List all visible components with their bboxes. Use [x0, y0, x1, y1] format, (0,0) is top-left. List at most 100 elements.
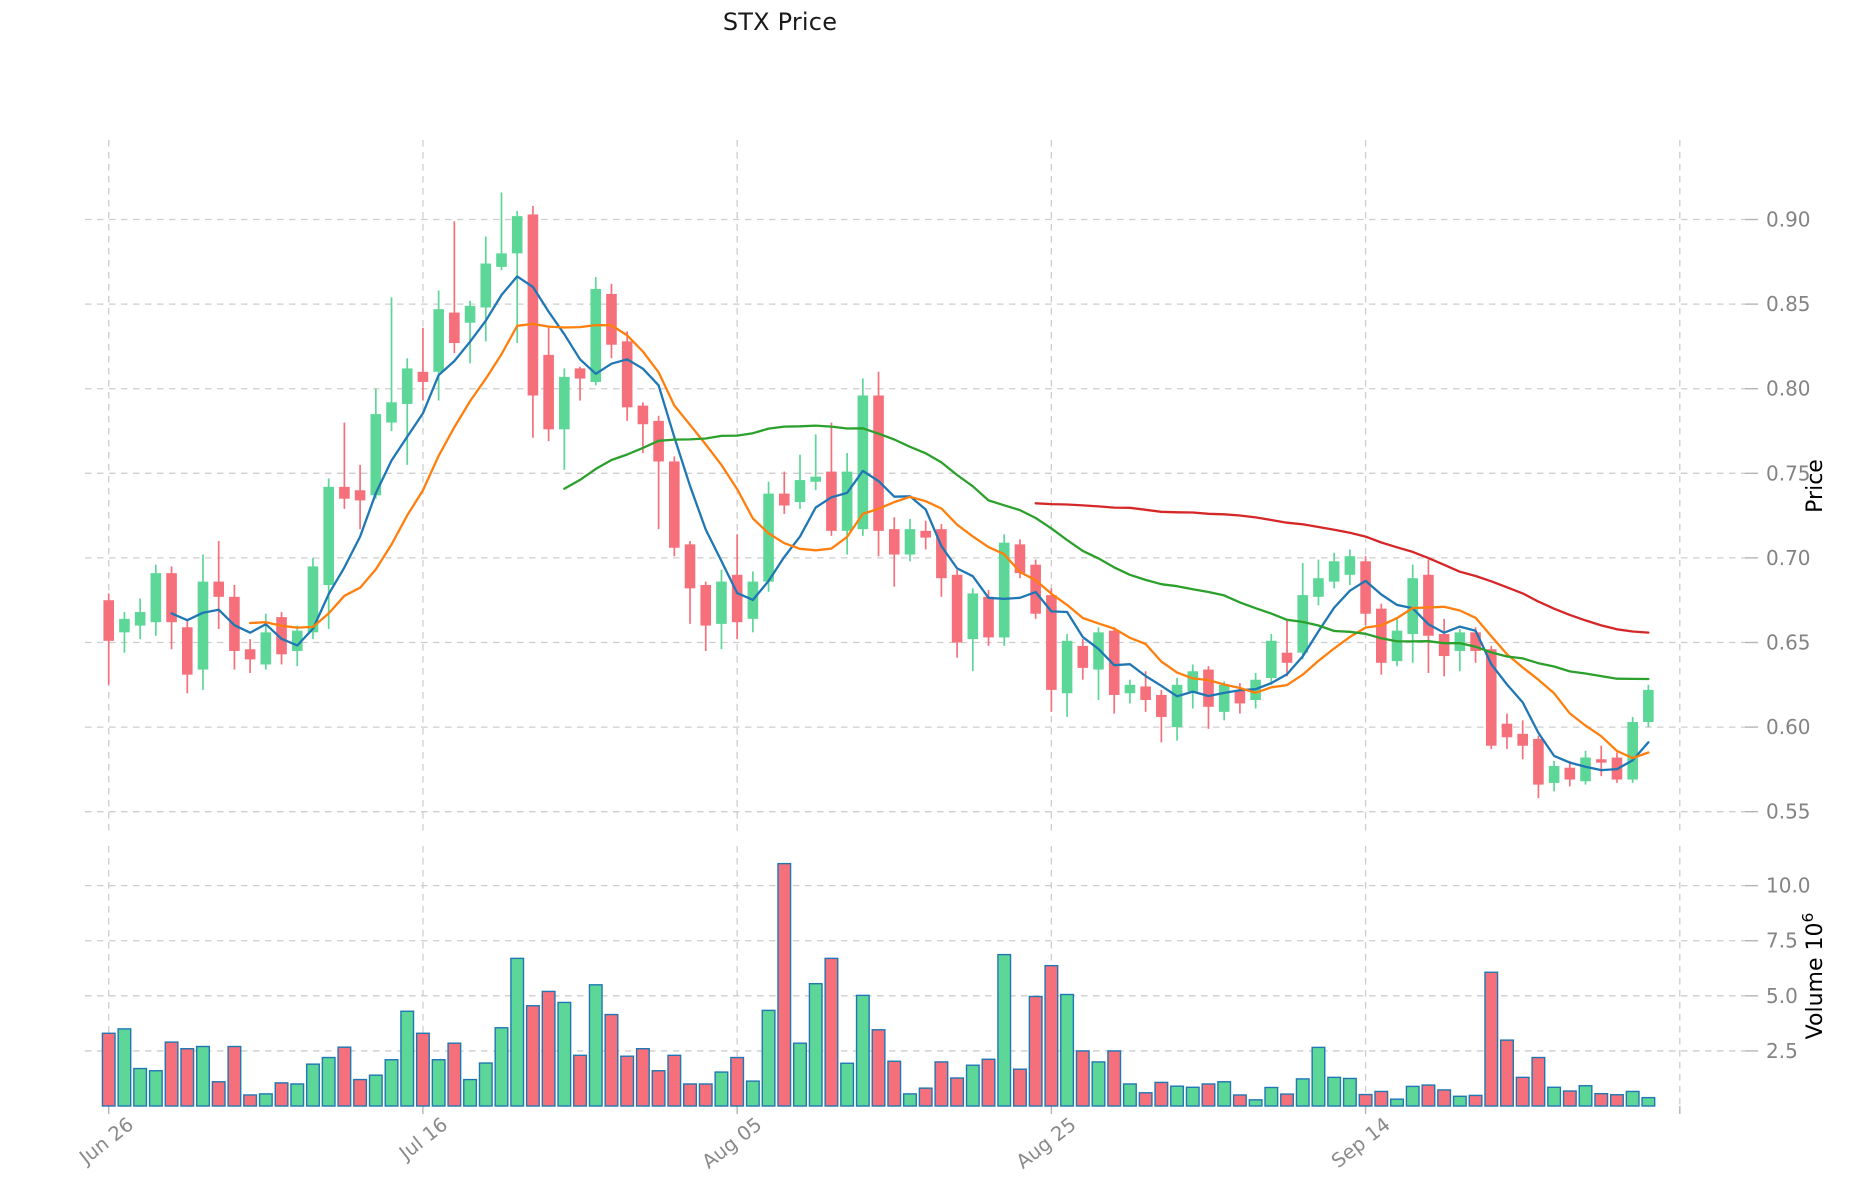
- candle-body-up: [386, 402, 397, 423]
- volume-bar: [478, 1062, 493, 1107]
- price-tick-label: 0.70: [1766, 546, 1811, 570]
- candle-body-up: [590, 288, 602, 382]
- date-tick-label: Aug 05: [698, 1113, 767, 1174]
- volume-bar: [243, 1094, 258, 1107]
- candle-body-up: [1643, 689, 1654, 723]
- candle-body-down: [1046, 595, 1057, 690]
- candle-body-up: [1407, 578, 1419, 635]
- candle-body-up: [1627, 722, 1638, 780]
- volume-bar: [1280, 1093, 1295, 1107]
- candle-body-down: [669, 461, 680, 548]
- volume-bar: [730, 1056, 745, 1107]
- candle-body-up: [559, 376, 570, 430]
- price-tick-label: 0.60: [1766, 715, 1811, 739]
- candle-body-up: [433, 309, 444, 372]
- candle-body-down: [1423, 574, 1434, 636]
- candle-body-up: [480, 263, 492, 308]
- volume-bar: [1342, 1077, 1357, 1107]
- volume-bar: [1028, 995, 1043, 1107]
- volume-bar: [808, 983, 823, 1107]
- candle-body-down: [606, 293, 617, 345]
- volume-bar: [1122, 1083, 1137, 1107]
- candle-body-up: [150, 573, 162, 623]
- volume-bar: [934, 1061, 949, 1107]
- volume-bar: [651, 1070, 666, 1107]
- candle-body-down: [1564, 767, 1576, 780]
- sma-10-line: [248, 322, 1650, 760]
- price-tick-label: 0.80: [1766, 377, 1811, 401]
- candle-body-up: [1344, 556, 1356, 575]
- volume-bar: [1468, 1094, 1483, 1107]
- volume-bar: [1091, 1061, 1106, 1107]
- candle-body-down: [1014, 544, 1026, 574]
- volume-bar: [195, 1045, 210, 1107]
- price-tick-label: 0.90: [1766, 208, 1811, 232]
- volume-bar: [683, 1083, 698, 1107]
- volume-tick-label: 10.0: [1766, 874, 1811, 898]
- volume-bar: [368, 1074, 383, 1107]
- candle-body-up: [119, 618, 130, 633]
- volume-bar: [604, 1013, 619, 1107]
- volume-bar: [761, 1009, 776, 1107]
- volume-bar: [1185, 1086, 1200, 1107]
- candle-body-up: [496, 253, 507, 267]
- candle-body-down: [637, 405, 649, 425]
- candle-body-down: [888, 529, 900, 555]
- candle-body-down: [1517, 733, 1528, 746]
- volume-bar: [1075, 1050, 1090, 1107]
- volume-bar: [1232, 1094, 1247, 1107]
- volume-bar: [1594, 1092, 1609, 1107]
- candle-body-down: [1156, 694, 1167, 717]
- volume-bar: [1107, 1050, 1122, 1107]
- volume-bar: [1264, 1086, 1279, 1107]
- candle-body-up: [197, 581, 209, 670]
- price-tick-label: 0.85: [1766, 292, 1811, 316]
- candle-body-down: [339, 486, 350, 499]
- date-tick-label: Jul 16: [393, 1113, 452, 1166]
- volume-bar: [1547, 1086, 1562, 1107]
- volume-bar: [635, 1048, 650, 1107]
- candle-body-down: [1375, 608, 1387, 663]
- candle-body-down: [936, 529, 947, 579]
- volume-tick-label: 2.5: [1766, 1039, 1798, 1063]
- date-tick-label: Aug 25: [1012, 1113, 1081, 1174]
- candle-body-up: [134, 612, 146, 626]
- volume-bar: [1295, 1078, 1310, 1107]
- sma-60-line: [1034, 502, 1650, 634]
- candle-body-down: [449, 312, 460, 344]
- volume-bar: [698, 1083, 713, 1107]
- candle-body-up: [323, 486, 334, 585]
- candle-body-down: [527, 214, 539, 396]
- candle-body-down: [1030, 564, 1041, 614]
- volume-bar: [1138, 1092, 1153, 1107]
- volume-bar: [1452, 1095, 1467, 1107]
- volume-bar: [494, 1027, 509, 1107]
- volume-bar: [1405, 1085, 1420, 1107]
- candle-body-up: [1391, 630, 1403, 662]
- volume-bar: [164, 1041, 179, 1107]
- volume-bar: [1060, 993, 1075, 1107]
- volume-bar: [541, 990, 556, 1107]
- volume-bar: [871, 1029, 886, 1107]
- volume-tick-label: 7.5: [1766, 929, 1798, 953]
- candle-body-down: [1533, 738, 1544, 785]
- date-tick-label: Jun 26: [74, 1113, 138, 1170]
- volume-bar: [337, 1046, 352, 1107]
- volume-bar: [1499, 1039, 1514, 1107]
- candle-body-down: [276, 617, 287, 655]
- volume-bar: [777, 862, 792, 1107]
- volume-bar: [573, 1054, 588, 1107]
- volume-bar: [148, 1070, 163, 1107]
- candle-body-down: [1470, 632, 1481, 651]
- volume-bar: [1421, 1084, 1436, 1107]
- volume-bar: [714, 1071, 729, 1107]
- candle-body-up: [401, 368, 413, 404]
- volume-bar: [525, 1005, 540, 1107]
- candle-body-down: [1140, 686, 1151, 701]
- candle-body-up: [810, 476, 822, 482]
- candle-body-down: [1360, 561, 1371, 614]
- candle-body-up: [1171, 684, 1183, 728]
- volume-bar: [447, 1042, 462, 1107]
- volume-bar: [211, 1081, 226, 1107]
